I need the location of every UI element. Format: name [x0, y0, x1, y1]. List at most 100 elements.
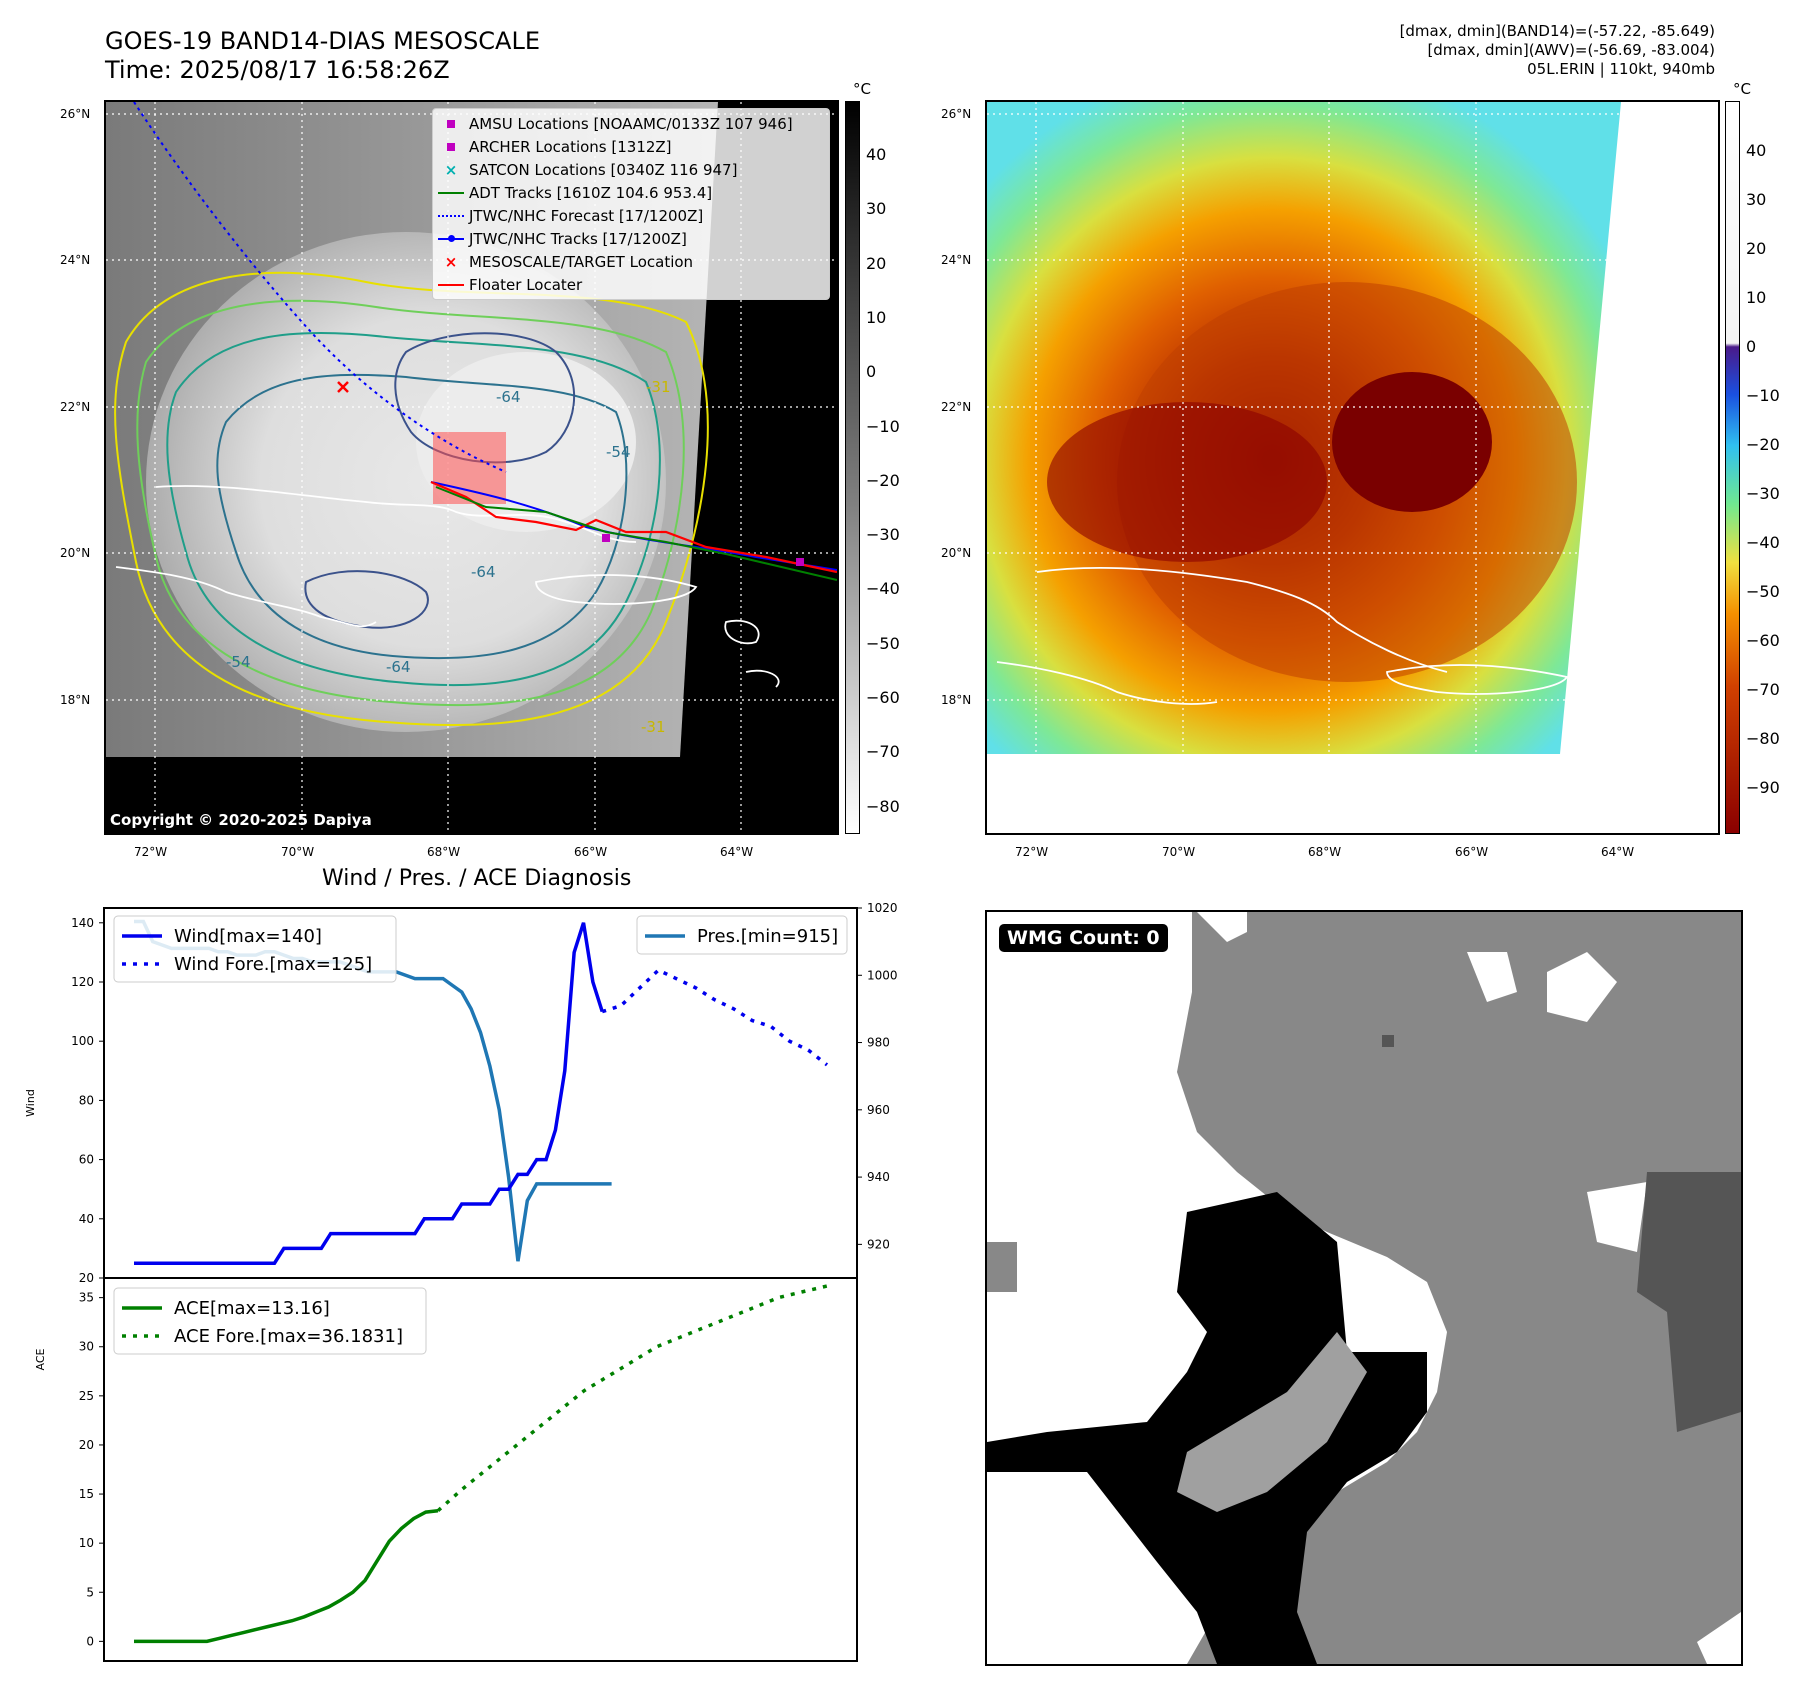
wmg-count-badge: WMG Count: 0 — [999, 924, 1168, 952]
legend-label: JTWC/NHC Tracks [17/1200Z] — [469, 230, 687, 248]
colorbar-tick-label: −70 — [866, 742, 900, 761]
main-title: GOES-19 BAND14-DIAS MESOSCALE Time: 2025… — [105, 27, 540, 85]
lat-tick: 18°N — [60, 693, 90, 707]
line-icon — [433, 192, 469, 194]
ace-line — [134, 1511, 438, 1642]
lat-tick: 26°N — [60, 107, 90, 121]
contour-label: -54 — [226, 653, 251, 671]
colorbar-tick-label: −70 — [1746, 680, 1780, 699]
legend-label: Wind[max=140] — [174, 926, 322, 947]
colorbar-tick-label: 40 — [1746, 141, 1766, 160]
y2-tick-label: 1000 — [867, 968, 898, 982]
legend-label: Wind Fore.[max=125] — [174, 954, 372, 975]
legend-label: ADT Tracks [1610Z 104.6 953.4] — [469, 184, 712, 202]
lat-tick: 22°N — [60, 400, 90, 414]
legend-label: Floater Locater — [469, 276, 582, 294]
legend-item: Floater Locater — [433, 273, 829, 296]
colorbar-tick-label: −10 — [866, 417, 900, 436]
contour-label: -54 — [606, 443, 631, 461]
colorbar-tick-label: −40 — [866, 579, 900, 598]
colorbar-right-unit: °C — [1733, 80, 1751, 98]
info-line-3: 05L.ERIN | 110kt, 940mb — [1400, 60, 1715, 79]
legend-item: ADT Tracks [1610Z 104.6 953.4] — [433, 181, 829, 204]
lat-tick: 20°N — [60, 546, 90, 560]
colorbar-tick-label: 0 — [1746, 337, 1756, 356]
colorbar-tick-label: −40 — [1746, 533, 1780, 552]
lat-tick: 18°N — [941, 693, 971, 707]
info-line-1: [dmax, dmin](BAND14)=(-57.22, -85.649) — [1400, 22, 1715, 41]
contour-label: -64 — [496, 388, 521, 406]
ace-tick-label: 20 — [79, 1438, 94, 1452]
color-map-image — [987, 102, 1718, 833]
info-line-2: [dmax, dmin](AWV)=(-56.69, -83.004) — [1400, 41, 1715, 60]
ace-forecast-line — [438, 1286, 827, 1511]
legend-label: JTWC/NHC Forecast [17/1200Z] — [469, 207, 703, 225]
colorbar-tick-label: −90 — [1746, 778, 1780, 797]
legend-item: JTWC/NHC Forecast [17/1200Z] — [433, 204, 829, 227]
lon-tick: 64°W — [1601, 845, 1634, 859]
colorbar-tick-label: 30 — [1746, 190, 1766, 209]
colorbar-tick-label: −30 — [866, 525, 900, 544]
legend-label: Pres.[min=915] — [697, 926, 838, 947]
colorbar-tick-label: −80 — [1746, 729, 1780, 748]
lon-tick: 66°W — [1455, 845, 1488, 859]
legend-label: SATCON Locations [0340Z 116 947] — [469, 161, 737, 179]
line-icon — [433, 284, 469, 286]
map-legend: AMSU Locations [NOAAMC/0133Z 107 946] AR… — [432, 108, 830, 300]
y2-tick-label: 940 — [867, 1170, 890, 1184]
ace-tick-label: 5 — [86, 1585, 94, 1599]
y2-tick-label: 1020 — [867, 901, 898, 915]
y-tick-label: 60 — [79, 1153, 94, 1167]
ace-tick-label: 0 — [86, 1634, 94, 1648]
colorbar-tick-label: −20 — [1746, 435, 1780, 454]
info-block: [dmax, dmin](BAND14)=(-57.22, -85.649) [… — [1400, 22, 1715, 79]
lon-tick: 66°W — [574, 845, 607, 859]
y-tick-label: 140 — [71, 916, 94, 930]
colorbar-tick-label: −60 — [1746, 631, 1780, 650]
lon-tick: 70°W — [281, 845, 314, 859]
contour-label: -31 — [646, 378, 671, 396]
ace-tick-label: 10 — [79, 1536, 94, 1550]
colorbar-tick-label: −50 — [1746, 582, 1780, 601]
ace-axis-label: ACE — [34, 1348, 47, 1370]
ace-tick-label: 30 — [79, 1340, 94, 1354]
colorbar-tick-label: 0 — [866, 362, 876, 381]
colorbar-tick-label: 10 — [1746, 288, 1766, 307]
lat-tick: 24°N — [60, 253, 90, 267]
wind-forecast-line — [602, 970, 827, 1065]
colorbar-tick-label: 30 — [866, 199, 886, 218]
colorbar-tick-label: 20 — [1746, 239, 1766, 258]
y-axis-label: Wind — [24, 1089, 37, 1117]
line-dot-icon — [433, 238, 469, 240]
contour-label: -31 — [641, 718, 666, 736]
color-map-panel — [985, 100, 1720, 835]
y-tick-label: 20 — [79, 1271, 94, 1285]
colorbar-right — [1725, 101, 1740, 834]
colorbar-left-unit: °C — [853, 80, 871, 98]
colorbar-left — [845, 101, 860, 834]
legend-item: × SATCON Locations [0340Z 116 947] — [433, 158, 829, 181]
y2-tick-label: 980 — [867, 1036, 890, 1050]
legend-label: ACE Fore.[max=36.1831] — [174, 1326, 403, 1347]
colorbar-tick-label: 20 — [866, 254, 886, 273]
ace-tick-label: 25 — [79, 1389, 94, 1403]
lon-tick: 72°W — [1015, 845, 1048, 859]
ace-tick-label: 35 — [79, 1291, 94, 1305]
legend-item: AMSU Locations [NOAAMC/0133Z 107 946] — [433, 112, 829, 135]
lat-tick: 20°N — [941, 546, 971, 560]
legend-item: JTWC/NHC Tracks [17/1200Z] — [433, 227, 829, 250]
y-tick-label: 80 — [79, 1093, 94, 1107]
colorbar-tick-label: −30 — [1746, 484, 1780, 503]
colorbar-tick-label: −20 — [866, 471, 900, 490]
y2-tick-label: 960 — [867, 1103, 890, 1117]
colorbar-tick-label: −80 — [866, 797, 900, 816]
title-line-1: GOES-19 BAND14-DIAS MESOSCALE — [105, 27, 540, 56]
colorbar-tick-label: 40 — [866, 145, 886, 164]
x-marker-icon: × — [433, 253, 469, 271]
y2-tick-label: 920 — [867, 1237, 890, 1251]
x-marker-icon: × — [433, 161, 469, 179]
y-tick-label: 40 — [79, 1212, 94, 1226]
lat-tick: 26°N — [941, 107, 971, 121]
legend-label: ACE[max=13.16] — [174, 1298, 330, 1319]
square-marker-icon — [433, 120, 469, 128]
